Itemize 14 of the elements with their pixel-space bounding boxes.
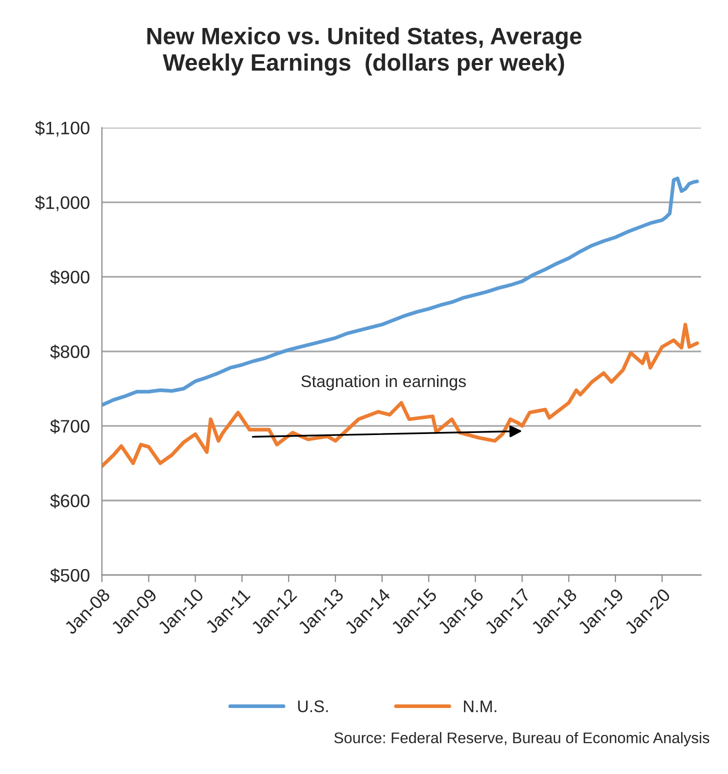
y-tick-label: $700 — [50, 419, 90, 434]
annotation: Stagnation in earnings — [301, 374, 466, 390]
y-tick-label: $1,000 — [35, 195, 90, 212]
legend-label: U.S. — [298, 700, 328, 712]
y-tick-label: $600 — [50, 494, 90, 508]
chart-title: New Mexico vs. United States, Average Weekly Earnings (dollars per week) — [147, 27, 582, 76]
y-tick-label: $900 — [50, 270, 90, 285]
line-series — [102, 176, 699, 407]
line-series — [102, 322, 699, 468]
source-note: Source: Federal Reserve, Bureau of Economic Analysis — [334, 732, 710, 746]
legend-label: N.M. — [464, 700, 496, 712]
y-tick-label: $800 — [50, 344, 90, 360]
y-tick-label: $1,100 — [35, 120, 90, 137]
y-tick-label: $500 — [50, 568, 90, 583]
